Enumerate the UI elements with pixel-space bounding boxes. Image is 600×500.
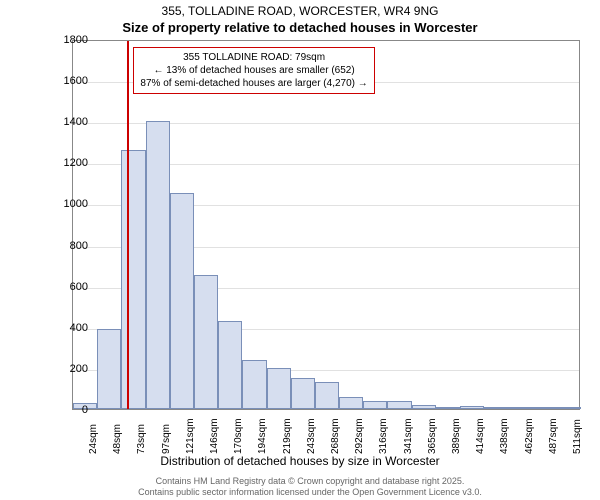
y-tick-label: 1200 <box>48 157 88 169</box>
annotation-line: 87% of semi-detached houses are larger (… <box>140 77 367 90</box>
y-tick-label: 1600 <box>48 75 88 87</box>
histogram-bar <box>412 405 436 409</box>
footnote-line1: Contains HM Land Registry data © Crown c… <box>156 476 465 486</box>
histogram-bar <box>267 368 291 409</box>
histogram-bar <box>121 150 145 409</box>
x-tick-label: 243sqm <box>306 418 317 454</box>
y-tick-label: 600 <box>48 281 88 293</box>
x-tick-label: 146sqm <box>209 418 220 454</box>
histogram-bar <box>387 401 411 409</box>
annotation-box: 355 TOLLADINE ROAD: 79sqm← 13% of detach… <box>133 47 374 94</box>
footnote-line2: Contains public sector information licen… <box>138 487 482 497</box>
marker-line <box>127 41 129 409</box>
histogram-bar <box>242 360 266 409</box>
histogram-bar <box>315 382 339 409</box>
y-tick-label: 1400 <box>48 116 88 128</box>
y-tick-label: 0 <box>48 404 88 416</box>
histogram-bar <box>533 407 557 409</box>
histogram-bar <box>508 407 532 409</box>
x-tick-label: 97sqm <box>161 424 172 454</box>
x-tick-label: 414sqm <box>475 418 486 454</box>
x-tick-label: 365sqm <box>427 418 438 454</box>
x-tick-label: 487sqm <box>548 418 559 454</box>
histogram-bar <box>363 401 387 409</box>
annotation-line: 355 TOLLADINE ROAD: 79sqm <box>140 51 367 64</box>
annotation-line: ← 13% of detached houses are smaller (65… <box>140 64 367 77</box>
x-tick-label: 121sqm <box>185 418 196 454</box>
x-tick-label: 73sqm <box>136 424 147 454</box>
footnote: Contains HM Land Registry data © Crown c… <box>40 476 580 499</box>
chart-title: 355, TOLLADINE ROAD, WORCESTER, WR4 9NG … <box>0 4 600 35</box>
x-tick-label: 389sqm <box>451 418 462 454</box>
plot-area: 355 TOLLADINE ROAD: 79sqm← 13% of detach… <box>72 40 580 410</box>
histogram-bar <box>436 407 460 409</box>
x-tick-label: 462sqm <box>524 418 535 454</box>
x-tick-label: 292sqm <box>354 418 365 454</box>
x-tick-label: 48sqm <box>112 424 123 454</box>
y-tick-label: 400 <box>48 322 88 334</box>
histogram-bar <box>460 406 484 409</box>
x-tick-label: 194sqm <box>257 418 268 454</box>
x-axis-label: Distribution of detached houses by size … <box>0 454 600 468</box>
histogram-bar <box>170 193 194 409</box>
x-tick-label: 170sqm <box>233 418 244 454</box>
y-tick-label: 800 <box>48 240 88 252</box>
y-tick-label: 200 <box>48 363 88 375</box>
histogram-bar <box>291 378 315 409</box>
y-tick-label: 1800 <box>48 34 88 46</box>
histogram-bar <box>194 275 218 409</box>
histogram-bar <box>484 407 508 409</box>
histogram-bar <box>146 121 170 409</box>
histogram-bar <box>557 407 581 409</box>
x-tick-label: 341sqm <box>403 418 414 454</box>
histogram-bar <box>339 397 363 409</box>
chart-container: 355, TOLLADINE ROAD, WORCESTER, WR4 9NG … <box>0 0 600 500</box>
histogram-bar <box>218 321 242 409</box>
x-tick-label: 511sqm <box>572 419 583 454</box>
y-tick-label: 1000 <box>48 198 88 210</box>
histogram-bar <box>97 329 121 409</box>
title-line2: Size of property relative to detached ho… <box>0 20 600 35</box>
x-tick-label: 24sqm <box>88 424 99 454</box>
x-tick-label: 316sqm <box>378 418 389 454</box>
title-line1: 355, TOLLADINE ROAD, WORCESTER, WR4 9NG <box>0 4 600 18</box>
x-tick-label: 268sqm <box>330 418 341 454</box>
x-tick-label: 219sqm <box>282 418 293 454</box>
x-tick-label: 438sqm <box>499 418 510 454</box>
